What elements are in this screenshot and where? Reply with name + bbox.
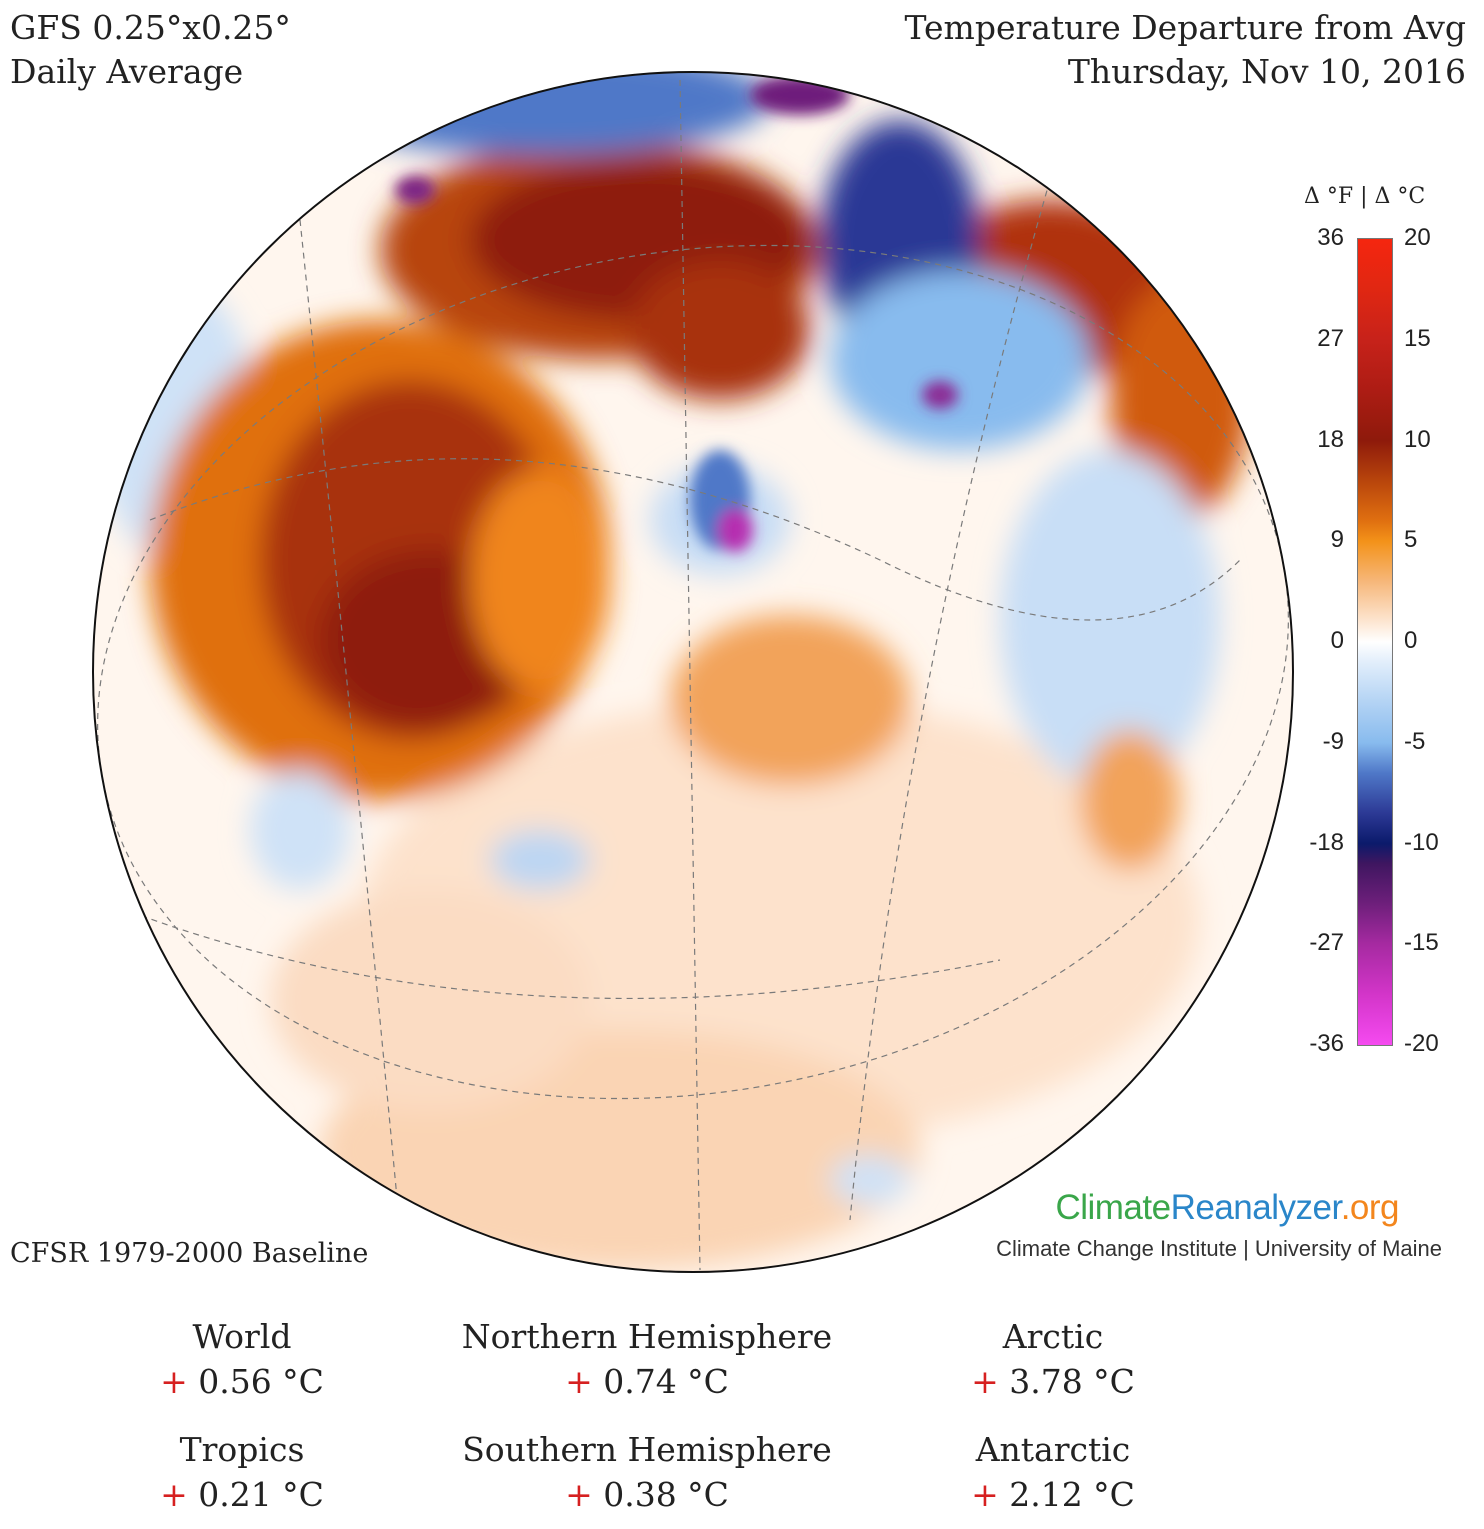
header-right: Temperature Departure from Avg Thursday,… (905, 6, 1466, 94)
stat-sign: + (160, 1475, 188, 1514)
stat-tropics: Tropics + 0.21 °C (32, 1428, 452, 1518)
stat-value: 0.21 °C (198, 1475, 324, 1514)
field-southern-africa-warm (1080, 730, 1180, 870)
legend-tick-fahrenheit: -18 (1309, 828, 1344, 856)
field-svalbard-warm (630, 260, 810, 400)
stat-sign: + (971, 1362, 999, 1401)
stat-sign: + (565, 1475, 593, 1514)
globe-outline (92, 71, 1294, 1273)
field-north-cold (310, 72, 770, 155)
legend-tick-celsius: 5 (1404, 526, 1418, 554)
stat-value: 3.78 °C (1009, 1362, 1135, 1401)
legend-tick-fahrenheit: 36 (1317, 224, 1344, 251)
map-date: Thursday, Nov 10, 2016 (1067, 52, 1466, 91)
brand-part-reanalyzer: Reanalyzer (1170, 1188, 1342, 1227)
colorbar (1357, 238, 1393, 1046)
stat-southern-hemisphere: Southern Hemisphere + 0.38 °C (437, 1428, 857, 1518)
stat-value: 0.74 °C (603, 1362, 729, 1401)
legend-tick-celsius: 15 (1404, 324, 1431, 352)
legend-tick-celsius: -20 (1404, 1030, 1439, 1057)
legend-tick-fahrenheit: 0 (1330, 627, 1344, 654)
field-us-east-cool (490, 830, 590, 890)
stat-value: 2.12 °C (1009, 1475, 1135, 1514)
stat-name: Northern Hemisphere (461, 1317, 833, 1356)
stat-name: World (192, 1317, 292, 1356)
legend-tick-celsius: -10 (1404, 828, 1439, 856)
field-greenland-extreme-cold (717, 508, 753, 552)
field-south-atlantic-cool (830, 1155, 910, 1205)
legend-tick-fahrenheit: -9 (1322, 727, 1344, 755)
brand-part-climate: Climate (1055, 1188, 1171, 1227)
legend-units: Δ °F | Δ °C (1304, 184, 1426, 209)
map-title: Temperature Departure from Avg (904, 8, 1466, 47)
field-us-west-cool (250, 770, 350, 890)
stat-arctic: Arctic + 3.78 °C (843, 1315, 1263, 1405)
brand-logo[interactable]: ClimateReanalyzer.org (1055, 1188, 1399, 1228)
legend-tick-fahrenheit: 27 (1317, 324, 1344, 352)
stat-sign: + (565, 1362, 593, 1401)
field-mid-atlantic-warm (670, 615, 910, 785)
field-europe-cool (830, 270, 1090, 450)
stat-name: Antarctic (975, 1430, 1131, 1469)
header-left: GFS 0.25°x0.25° Daily Average (10, 6, 291, 94)
legend-tick-fahrenheit: -27 (1309, 929, 1344, 957)
stat-value: 0.38 °C (603, 1475, 729, 1514)
legend-tick-celsius: 0 (1404, 627, 1418, 654)
stat-sign: + (160, 1362, 188, 1401)
stat-name: Southern Hemisphere (462, 1430, 832, 1469)
stat-value: 0.56 °C (198, 1362, 324, 1401)
legend-tick-fahrenheit: -36 (1309, 1030, 1344, 1057)
field-scandinavia-extreme-cold (922, 381, 958, 409)
stat-name: Arctic (1002, 1317, 1104, 1356)
legend-tick-fahrenheit: 18 (1317, 425, 1344, 453)
field-alaska-extreme-cold (395, 176, 435, 204)
baseline-label: CFSR 1979-2000 Baseline (10, 1238, 369, 1269)
legend-tick-fahrenheit: 9 (1330, 526, 1344, 554)
stat-antarctic: Antarctic + 2.12 °C (843, 1428, 1263, 1518)
brand-part-org: .org (1340, 1188, 1400, 1227)
stat-world: World + 0.56 °C (32, 1315, 452, 1405)
model-label: GFS 0.25°x0.25° (10, 8, 291, 47)
field-africa-cool (1000, 450, 1220, 790)
legend-tick-celsius: -15 (1404, 929, 1439, 957)
field-hudson-warm (470, 470, 610, 690)
affiliation-label: Climate Change Institute | University of… (996, 1236, 1442, 1261)
legend-tick-celsius: 20 (1404, 224, 1431, 251)
field-central-america-warm (270, 890, 590, 1110)
legend-tick-celsius: 10 (1404, 425, 1431, 453)
legend-tick-celsius: -5 (1404, 727, 1426, 755)
stat-northern-hemisphere: Northern Hemisphere + 0.74 °C (437, 1315, 857, 1405)
stat-name: Tropics (179, 1430, 305, 1469)
period-label: Daily Average (10, 52, 244, 91)
stat-sign: + (971, 1475, 999, 1514)
anomaly-globe-map (92, 71, 1294, 1273)
